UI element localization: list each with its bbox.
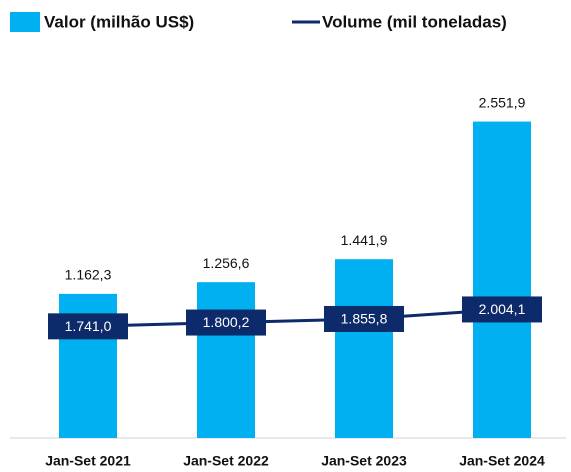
x-tick-label: Jan-Set 2024 [459,453,545,469]
bar [473,121,531,439]
line-value-label: 1.855,8 [341,311,388,327]
line-value-label: 2.004,1 [479,301,526,317]
bar [197,282,255,438]
bar-value-label: 1.162,3 [65,267,112,283]
bar-value-label: 1.441,9 [341,232,388,248]
x-tick-label: Jan-Set 2021 [45,453,131,469]
line [87,307,503,328]
bar [335,259,393,438]
legend-label: Valor (milhão US$) [44,12,194,31]
line-label-box [186,309,266,336]
line-label-box [48,313,128,340]
x-tick-label: Jan-Set 2022 [183,453,269,469]
line-label-box [462,296,542,323]
bar-value-label: 1.256,6 [203,255,250,271]
line-label-box [324,305,404,332]
line-value-label: 1.741,0 [65,318,112,334]
legend-swatch [10,12,40,32]
legend-label: Volume (mil toneladas) [322,12,507,31]
x-tick-label: Jan-Set 2023 [321,453,407,469]
line-value-label: 1.800,2 [203,314,250,330]
bar-value-label: 2.551,9 [479,94,526,110]
